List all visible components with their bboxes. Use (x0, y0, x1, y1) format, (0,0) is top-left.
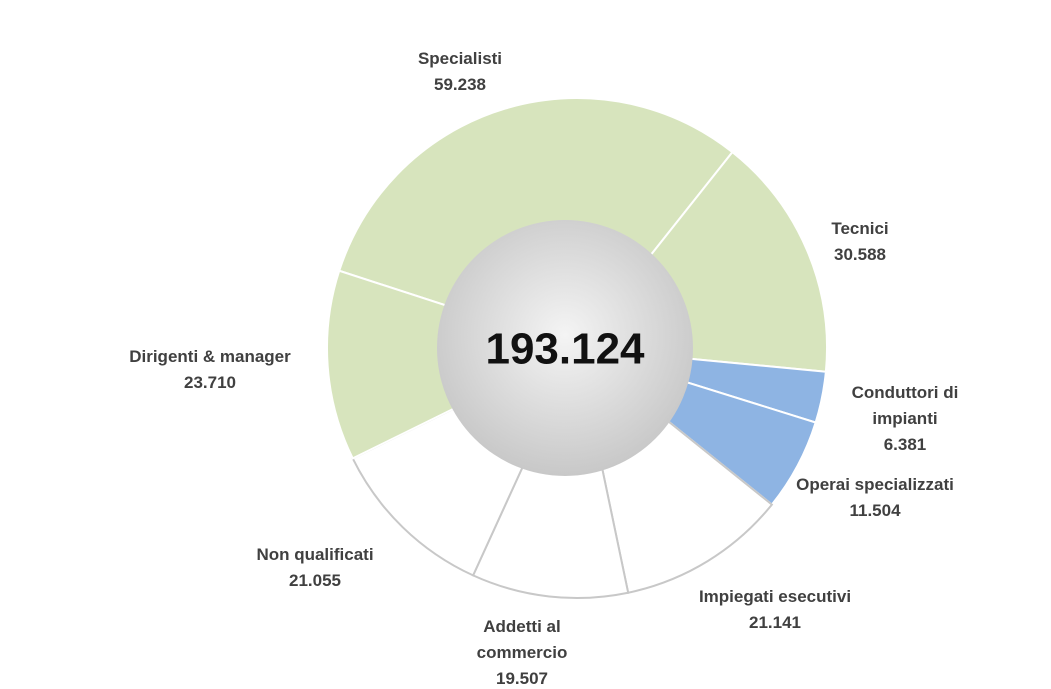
value-label: 11.504 (775, 498, 975, 524)
category-name: Impiegati esecutivi (675, 584, 875, 610)
category-name: Conduttori di impianti (840, 380, 970, 432)
value-label: 30.588 (810, 242, 910, 268)
value-label: 19.507 (472, 666, 572, 689)
value-label: 21.055 (230, 568, 400, 594)
category-name: Tecnici (810, 216, 910, 242)
category-name: Non qualificati (230, 542, 400, 568)
category-name: Specialisti (395, 46, 525, 72)
value-label: 21.141 (675, 610, 875, 636)
total-label: 193.124 (485, 325, 645, 374)
value-label: 23.710 (105, 370, 315, 396)
category-name: Dirigenti & manager (105, 344, 315, 370)
category-name: Operai specializzati (775, 472, 975, 498)
value-label: 6.381 (840, 432, 970, 458)
page: 193.124 Specialisti59.238 Tecnici30.588 Co… (0, 0, 1051, 689)
value-label: 59.238 (395, 72, 525, 98)
category-name: Addetti al commercio (472, 614, 572, 666)
